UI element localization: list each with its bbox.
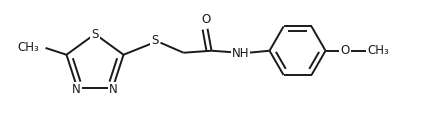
Text: N: N — [72, 83, 81, 96]
Text: N: N — [109, 83, 118, 96]
Text: O: O — [201, 13, 210, 26]
Text: O: O — [340, 44, 349, 57]
Text: S: S — [151, 34, 158, 47]
Text: NH: NH — [232, 47, 249, 60]
Text: S: S — [91, 27, 99, 40]
Text: CH₃: CH₃ — [368, 44, 390, 57]
Text: CH₃: CH₃ — [18, 41, 40, 54]
